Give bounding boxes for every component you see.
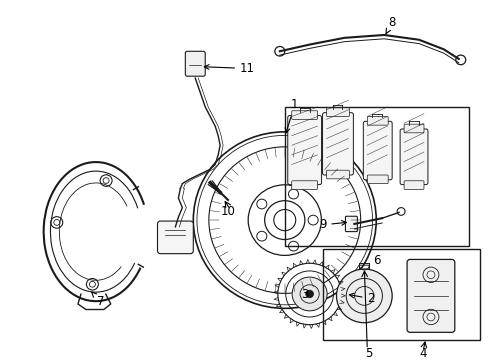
FancyBboxPatch shape	[400, 129, 428, 185]
FancyBboxPatch shape	[368, 117, 388, 125]
Circle shape	[306, 290, 314, 298]
Circle shape	[292, 277, 327, 311]
FancyBboxPatch shape	[185, 51, 205, 76]
Text: 7: 7	[92, 292, 104, 308]
FancyBboxPatch shape	[368, 175, 388, 184]
Text: 10: 10	[220, 205, 236, 218]
FancyBboxPatch shape	[407, 260, 455, 332]
Text: 9: 9	[319, 219, 346, 231]
Bar	[322, 249, 480, 340]
FancyBboxPatch shape	[404, 124, 424, 133]
FancyBboxPatch shape	[326, 108, 349, 117]
FancyBboxPatch shape	[157, 221, 193, 254]
Text: 5: 5	[366, 347, 373, 360]
FancyBboxPatch shape	[288, 116, 321, 185]
Bar	[285, 107, 469, 246]
FancyBboxPatch shape	[345, 216, 357, 231]
Circle shape	[337, 269, 392, 323]
FancyBboxPatch shape	[404, 181, 424, 189]
FancyBboxPatch shape	[326, 170, 349, 179]
FancyBboxPatch shape	[322, 113, 353, 175]
Text: 3: 3	[301, 288, 308, 301]
Text: 4: 4	[419, 347, 427, 360]
Text: 8: 8	[386, 16, 396, 34]
FancyBboxPatch shape	[292, 181, 318, 189]
Text: 2: 2	[349, 292, 375, 305]
Text: 11: 11	[204, 62, 255, 75]
Text: 6: 6	[373, 254, 381, 267]
FancyBboxPatch shape	[292, 111, 318, 120]
Text: 1: 1	[285, 99, 298, 133]
FancyBboxPatch shape	[363, 121, 392, 180]
